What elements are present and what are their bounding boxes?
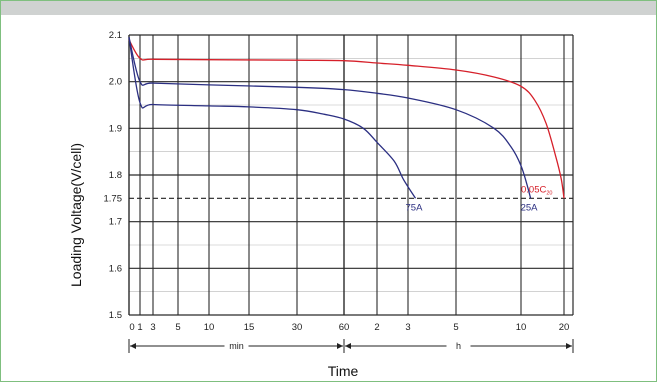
x-tick-label: 30 — [292, 322, 303, 333]
series-label-2: 75A — [406, 202, 424, 213]
series-label-1: 25A — [521, 202, 539, 213]
x-tick-label: 1 — [137, 322, 142, 333]
series-label-0: 0.05C20 — [521, 184, 552, 196]
series-line-0 — [128, 39, 565, 199]
range-arrow-left — [130, 343, 136, 349]
y-tick-label: 1.75 — [104, 193, 123, 204]
range-label: h — [456, 341, 461, 351]
y-tick-label: 1.5 — [109, 310, 122, 321]
time-range-indicator: min h — [128, 339, 574, 353]
y-axis-title: Loading Voltage(V/cell) — [68, 143, 84, 287]
x-axis-title: Time — [328, 363, 359, 379]
x-tick-label: 5 — [453, 322, 458, 333]
range-arrow-right — [566, 343, 572, 349]
x-tick-label: 0 — [129, 322, 134, 333]
y-tick-label: 1.7 — [109, 217, 122, 228]
y-tick-label: 1.6 — [109, 263, 122, 274]
x-tick-label: 10 — [204, 322, 215, 333]
series-label-main: 0.05C — [521, 184, 546, 195]
y-tick-label: 2.0 — [109, 77, 122, 88]
x-tick-label: 10 — [516, 322, 527, 333]
range-label: min — [229, 341, 244, 351]
tick-labels: 2.12.01.91.81.751.71.61.50 1 3 5 10 15 30 60 2 3 5… — [104, 30, 570, 333]
range-arrow-right — [337, 343, 343, 349]
x-tick-label: 3 — [405, 322, 410, 333]
axis-titles: Loading Voltage(V/cell) Time — [68, 143, 359, 379]
series-label-subscript: 20 — [546, 190, 552, 196]
series-line-1 — [128, 37, 532, 199]
x-tick-label: 60 — [339, 322, 350, 333]
y-tick-label: 2.1 — [109, 30, 122, 41]
range-arrow-left — [345, 343, 351, 349]
top-bar — [1, 1, 656, 15]
series-layer: 0.05C20 25A 75A — [128, 37, 565, 213]
x-tick-label: 2 — [374, 322, 379, 333]
x-tick-label: 20 — [559, 322, 570, 333]
x-tick-label: 3 — [150, 322, 155, 333]
x-tick-label: 15 — [244, 322, 255, 333]
series-line-2 — [128, 37, 417, 199]
grid — [128, 34, 574, 316]
y-tick-label: 1.8 — [109, 170, 122, 181]
x-tick-label: 5 — [175, 322, 180, 333]
y-tick-label: 1.9 — [109, 123, 122, 134]
